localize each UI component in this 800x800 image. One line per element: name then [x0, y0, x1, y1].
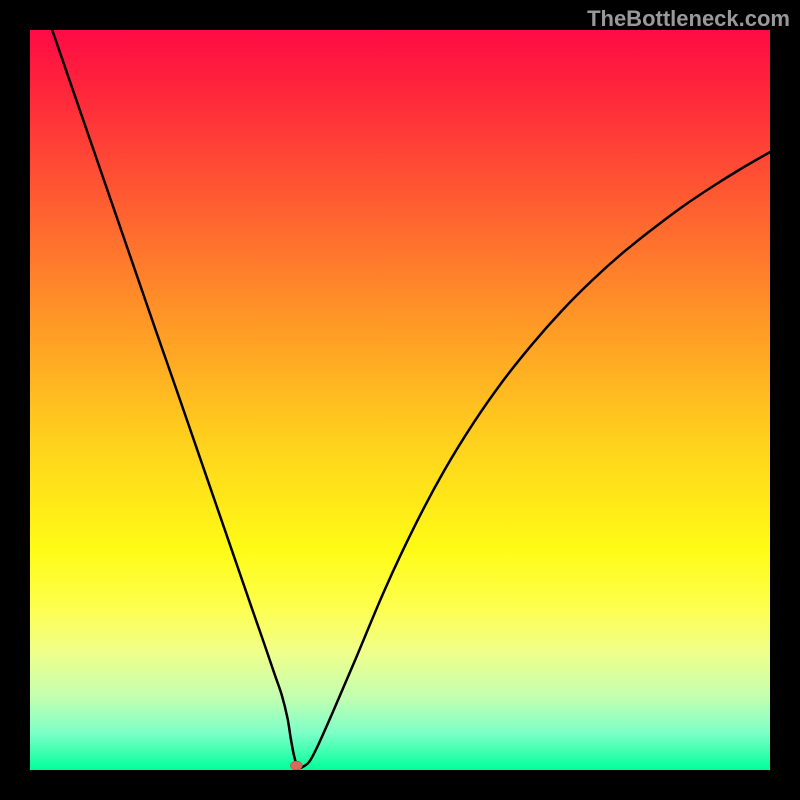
- watermark-text: TheBottleneck.com: [587, 6, 790, 32]
- chart-container: TheBottleneck.com: [0, 0, 800, 800]
- curve-layer: [30, 30, 770, 770]
- optimal-marker: [290, 761, 302, 770]
- plot-area: [30, 30, 770, 770]
- bottleneck-curve: [52, 30, 770, 768]
